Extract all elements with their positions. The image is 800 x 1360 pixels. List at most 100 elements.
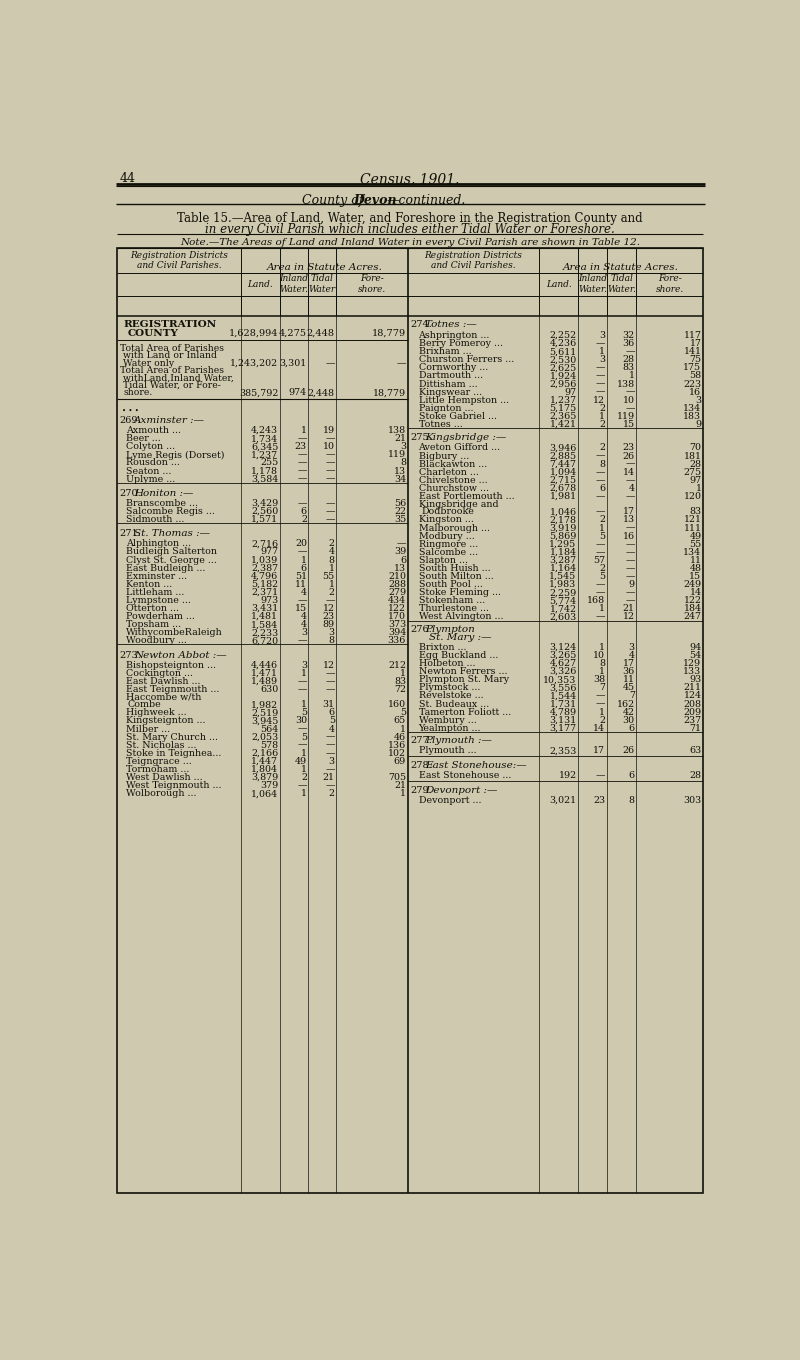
Text: 2,530: 2,530 [550, 355, 577, 364]
Text: 3: 3 [599, 355, 606, 364]
Text: Inland
Water.: Inland Water. [578, 275, 607, 294]
Text: 13: 13 [394, 466, 406, 476]
Text: 1,243,202: 1,243,202 [230, 359, 278, 367]
Text: Budleigh Salterton: Budleigh Salterton [126, 548, 218, 556]
Text: Fore-
shore.: Fore- shore. [655, 275, 684, 294]
Text: 2: 2 [599, 515, 606, 525]
Text: —: — [326, 458, 335, 468]
Text: 1,184: 1,184 [550, 548, 577, 556]
Text: 2,166: 2,166 [251, 749, 278, 758]
Text: 57: 57 [593, 556, 606, 564]
Text: Kingsteignton ...: Kingsteignton ... [126, 717, 206, 725]
Text: 2: 2 [329, 540, 335, 548]
Text: 6: 6 [301, 507, 307, 515]
Text: Egg Buckland ...: Egg Buckland ... [418, 651, 498, 660]
Text: 7: 7 [599, 683, 606, 692]
Text: 168: 168 [587, 596, 606, 605]
Text: 23: 23 [622, 443, 634, 453]
Text: 2,956: 2,956 [550, 379, 577, 389]
Text: 6: 6 [329, 709, 335, 717]
Text: 1: 1 [599, 524, 606, 533]
Text: East Budleigh ...: East Budleigh ... [126, 563, 206, 573]
Text: Brixton ...: Brixton ... [418, 643, 466, 651]
Text: 271.: 271. [119, 529, 142, 539]
Text: 6: 6 [629, 724, 634, 733]
Text: 97: 97 [565, 388, 577, 397]
Text: South Milton ...: South Milton ... [418, 573, 494, 581]
Text: 1,237: 1,237 [550, 396, 577, 405]
Text: 4,627: 4,627 [550, 660, 577, 668]
Text: 6: 6 [599, 484, 606, 492]
Text: 3: 3 [329, 758, 335, 766]
Text: Plympton: Plympton [425, 626, 474, 634]
Text: Tidal
Water.: Tidal Water. [607, 275, 636, 294]
Text: 379: 379 [260, 781, 278, 790]
Text: 4,446: 4,446 [251, 661, 278, 669]
Text: Kingswear ...: Kingswear ... [418, 388, 482, 397]
Text: St. Budeaux ...: St. Budeaux ... [418, 699, 489, 709]
Text: 12: 12 [323, 661, 335, 669]
Text: Teigngrace ...: Teigngrace ... [126, 758, 192, 766]
Text: 13: 13 [622, 515, 634, 525]
Text: 183: 183 [683, 412, 702, 420]
Text: 279.: 279. [410, 786, 432, 794]
Text: 1: 1 [301, 789, 307, 798]
Text: 277.: 277. [410, 737, 432, 745]
Text: Ringmore ...: Ringmore ... [418, 540, 478, 548]
Text: 10: 10 [594, 651, 606, 660]
Text: —: — [326, 507, 335, 515]
Text: 9: 9 [629, 581, 634, 589]
Text: Honiton :—: Honiton :— [134, 488, 194, 498]
Text: South Huish ...: South Huish ... [418, 564, 490, 573]
Text: 5,869: 5,869 [550, 532, 577, 541]
Text: 45: 45 [622, 683, 634, 692]
Text: —: — [626, 460, 634, 469]
Text: 3: 3 [599, 330, 606, 340]
Text: Exminster ...: Exminster ... [126, 571, 187, 581]
Text: 3,879: 3,879 [251, 772, 278, 782]
Text: —: — [596, 379, 606, 389]
Text: 4,236: 4,236 [550, 339, 577, 348]
Text: 1: 1 [400, 669, 406, 677]
Text: 2,371: 2,371 [251, 588, 278, 597]
Text: 11: 11 [295, 579, 307, 589]
Text: East Portlemouth ...: East Portlemouth ... [418, 492, 514, 500]
Text: 10: 10 [323, 442, 335, 452]
Text: 65: 65 [394, 717, 406, 725]
Text: Revelstoke ...: Revelstoke ... [418, 691, 483, 700]
Text: —: — [596, 363, 606, 373]
Text: 3,584: 3,584 [251, 475, 278, 484]
Text: Thurlestone ...: Thurlestone ... [418, 604, 489, 613]
Text: 2: 2 [599, 404, 606, 413]
Text: 39: 39 [394, 548, 406, 556]
Text: —: — [326, 515, 335, 524]
Text: 3: 3 [695, 396, 702, 405]
Text: —: — [298, 458, 307, 468]
Text: —: — [397, 540, 406, 548]
Text: 72: 72 [394, 685, 406, 694]
Text: 6,720: 6,720 [251, 636, 278, 646]
Text: 1,804: 1,804 [251, 764, 278, 774]
Text: 70: 70 [690, 443, 702, 453]
Text: 122: 122 [388, 604, 406, 613]
Text: Aveton Gifford ...: Aveton Gifford ... [418, 443, 501, 453]
Text: —: — [298, 685, 307, 694]
Text: 5: 5 [400, 709, 406, 717]
Text: 122: 122 [683, 596, 702, 605]
Text: 26: 26 [622, 452, 634, 461]
Text: —: — [596, 548, 606, 556]
Text: 977: 977 [260, 548, 278, 556]
Text: Malborough ...: Malborough ... [418, 524, 490, 533]
Text: South Pool ...: South Pool ... [418, 581, 482, 589]
Text: 4,243: 4,243 [251, 426, 278, 435]
Text: —: — [326, 466, 335, 476]
Text: 385,792: 385,792 [239, 389, 278, 397]
Text: Stoke Fleming ...: Stoke Fleming ... [418, 589, 501, 597]
Text: 1: 1 [400, 789, 406, 798]
Text: 192: 192 [558, 771, 577, 781]
Text: —: — [596, 589, 606, 597]
Text: 2,678: 2,678 [550, 484, 577, 492]
Text: 564: 564 [260, 725, 278, 733]
Text: 119: 119 [388, 450, 406, 460]
Text: —: — [298, 450, 307, 460]
